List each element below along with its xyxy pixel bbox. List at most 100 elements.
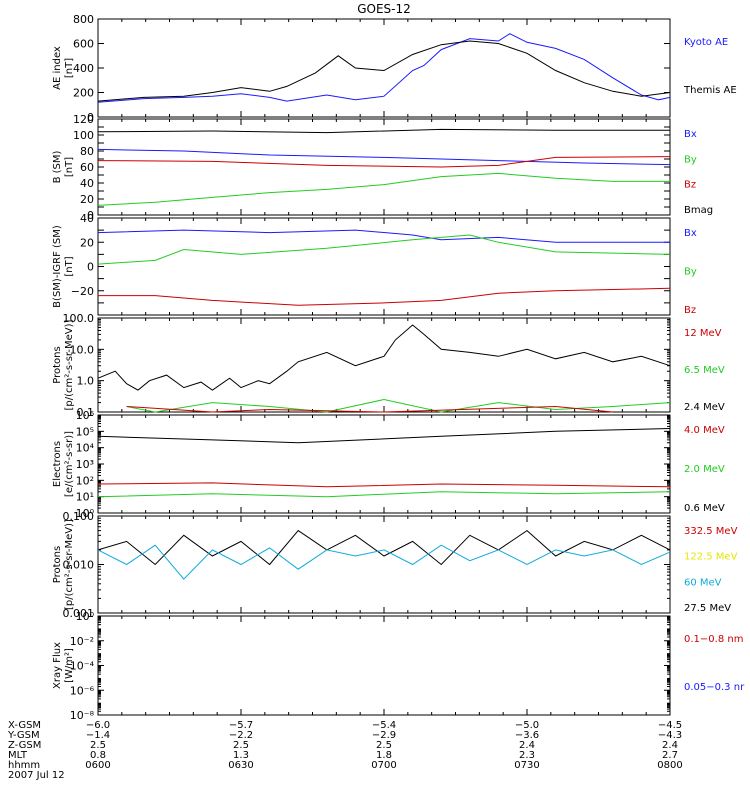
y-tick-label: 20 bbox=[80, 236, 94, 249]
x-tick-label: 0730 bbox=[514, 760, 539, 771]
y-axis-label: B(SM)-IGRF (SM) bbox=[52, 225, 63, 308]
y-tick-label: 40 bbox=[80, 212, 94, 225]
series-line-bz bbox=[97, 156, 671, 168]
series-line-2-4-mev bbox=[97, 324, 671, 391]
x-tick-label: 2.3 bbox=[519, 750, 535, 761]
panel-frame bbox=[97, 615, 671, 716]
panel-2: 0 20 40 60 80 100 120 B (SM) [nT] Bx By Bz Bmag bbox=[52, 113, 713, 222]
figure-title: GOES-12 bbox=[357, 2, 411, 16]
x-tick-label: 2.4 bbox=[519, 740, 535, 751]
y-tick-label: 1.0 bbox=[77, 375, 95, 388]
series-line-kyoto-ae bbox=[97, 33, 671, 103]
legend-label: 122.5 MeV bbox=[684, 552, 738, 563]
x-tick-label: 2.4 bbox=[662, 740, 678, 751]
y-axis-label: Xray Flux bbox=[52, 642, 63, 689]
y-tick-label: 10⁴ bbox=[76, 442, 95, 455]
x-tick-label: 0600 bbox=[85, 760, 110, 771]
legend-label: 0.1−0.8 nm bbox=[684, 634, 743, 645]
y-tick-label: 40 bbox=[80, 177, 94, 190]
legend-label: 2.0 MeV bbox=[684, 464, 725, 475]
panel-4: 0.1 1.0 10.0 100.0 Protons [p/(cm²-s-sr-MeV)]… bbox=[52, 312, 725, 419]
x-row-label: Y-GSM bbox=[7, 730, 40, 741]
legend-label: 0.05−0.3 nr bbox=[684, 682, 745, 693]
x-tick-label: −1.4 bbox=[86, 730, 110, 741]
legend-label: By bbox=[684, 267, 697, 278]
y-tick-label: 0 bbox=[87, 111, 94, 124]
y-tick-label: 10⁻⁶ bbox=[70, 684, 95, 697]
legend-label: Bz bbox=[684, 180, 696, 191]
panel-frame bbox=[97, 515, 671, 614]
y-tick-label: 10¹ bbox=[76, 491, 94, 504]
y-axis-label: Protons bbox=[52, 346, 63, 383]
legend-label: 4.0 MeV bbox=[684, 425, 725, 436]
series-line-0-6-mev bbox=[97, 428, 671, 444]
y-axis-label: Electrons bbox=[52, 441, 63, 487]
y-tick-label: 10⁰ bbox=[76, 507, 95, 520]
x-tick-label: −5.7 bbox=[229, 720, 253, 731]
x-tick-label: −5.4 bbox=[372, 720, 396, 731]
series-line-themis-ae bbox=[97, 40, 671, 102]
y-tick-label: 10⁵ bbox=[76, 425, 94, 438]
series-line-27-5-mev bbox=[97, 529, 671, 566]
series-line-bx bbox=[97, 229, 670, 243]
y-tick-label: 10² bbox=[76, 474, 94, 487]
y-tick-label: 20 bbox=[80, 193, 94, 206]
panel-7: 10⁻⁸ 10⁻⁶ 10⁻⁴ 10⁻² 10⁰ Xray Flux [W/m²] 0.1−0.… bbox=[52, 610, 745, 722]
y-axis-label: Protons bbox=[52, 546, 63, 583]
y-tick-label: 200 bbox=[73, 87, 94, 100]
y-axis-label: B (SM) bbox=[52, 150, 63, 183]
x-tick-label: 2.5 bbox=[233, 740, 249, 751]
y-tick-label: 0.100 bbox=[63, 510, 95, 523]
panel-frame bbox=[97, 317, 671, 413]
y-tick-label: 0 bbox=[87, 209, 94, 222]
x-row-label: X-GSM bbox=[8, 720, 41, 731]
panel-6: 0.001 0.010 0.100 Protons [p/(cm²-s-sr-MeV)]… bbox=[52, 510, 738, 620]
y-tick-label: −20 bbox=[71, 285, 94, 298]
legend-label: Bmag bbox=[684, 205, 713, 216]
panel-frame bbox=[97, 18, 671, 118]
y-tick-label: 100 bbox=[73, 129, 94, 142]
panel-1: 0 200 400 600 800 AE index [nT] Kyoto AE Themis … bbox=[52, 13, 737, 124]
y-axis-label: AE index bbox=[52, 46, 63, 90]
panel-frame bbox=[97, 414, 671, 514]
x-tick-label: 0700 bbox=[371, 760, 396, 771]
legend-label: Bx bbox=[684, 228, 697, 239]
series-line-12-mev bbox=[126, 405, 613, 413]
y-axis-label: [W/m²] bbox=[64, 648, 75, 683]
series-line-bz bbox=[98, 287, 671, 306]
legend-label: 332.5 MeV bbox=[684, 526, 738, 537]
series-line-bx bbox=[97, 148, 671, 166]
y-tick-label: 60 bbox=[80, 161, 94, 174]
x-tick-label: −2.9 bbox=[372, 730, 396, 741]
panel-frame bbox=[97, 118, 671, 216]
x-row-label: MLT bbox=[8, 750, 28, 761]
y-axis-label: [e/(cm²-s-sr)] bbox=[64, 431, 75, 497]
x-tick-label: 0630 bbox=[228, 760, 253, 771]
series-line-bmag bbox=[97, 128, 670, 134]
x-tick-label: −4.3 bbox=[658, 730, 682, 741]
y-tick-label: 0.001 bbox=[63, 607, 95, 620]
y-tick-label: 10⁻⁸ bbox=[70, 709, 95, 722]
legend-label: 0.6 MeV bbox=[684, 503, 725, 514]
legend-label: 27.5 MeV bbox=[684, 603, 731, 614]
y-tick-label: 0.1 bbox=[77, 406, 95, 419]
y-axis-label: [p/(cm²-s-sr-MeV)] bbox=[64, 319, 75, 410]
y-axis-label: [p/(cm²-s-sr-MeV)] bbox=[64, 519, 75, 610]
legend-label: Bz bbox=[684, 305, 696, 316]
x-tick-label: −5.0 bbox=[515, 720, 539, 731]
y-tick-label: 10⁻² bbox=[70, 635, 94, 648]
date-label: 2007 Jul 12 bbox=[8, 770, 65, 781]
x-tick-label: −6.0 bbox=[86, 720, 110, 731]
legend-label: Kyoto AE bbox=[684, 37, 728, 48]
x-tick-label: 1.3 bbox=[233, 750, 249, 761]
y-tick-label: 600 bbox=[73, 38, 94, 51]
series-line-2-0-mev bbox=[97, 491, 671, 498]
legend-label: By bbox=[684, 154, 697, 165]
x-row-label: hhmm bbox=[8, 760, 40, 771]
y-tick-label: 10⁻⁴ bbox=[70, 660, 95, 673]
y-axis-label: [nT] bbox=[64, 157, 75, 177]
y-tick-label: 120 bbox=[73, 113, 94, 126]
x-row-label: Z-GSM bbox=[8, 740, 41, 751]
y-tick-label: 10⁶ bbox=[76, 409, 95, 422]
legend-label: 60 MeV bbox=[684, 577, 722, 588]
